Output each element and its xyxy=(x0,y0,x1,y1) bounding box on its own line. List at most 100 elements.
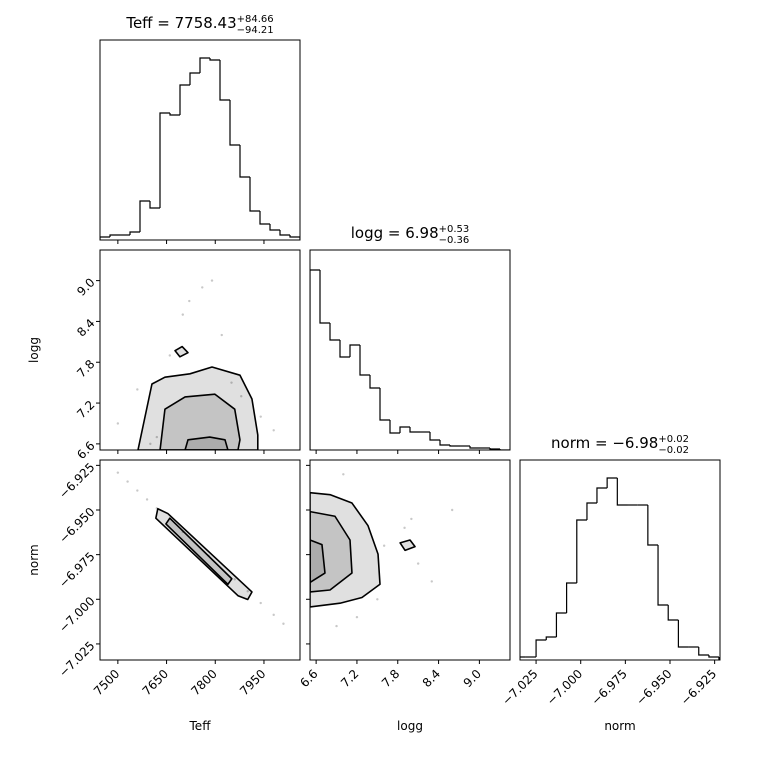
plot-area xyxy=(100,57,300,240)
histogram-step xyxy=(708,655,719,658)
sample-point xyxy=(145,498,149,501)
histogram-step xyxy=(219,60,230,101)
histogram-step xyxy=(149,201,160,209)
histogram-step xyxy=(159,112,170,208)
histogram-step xyxy=(545,636,557,640)
contour-line xyxy=(165,517,233,586)
axes-frame xyxy=(309,249,511,451)
x-tick-label: −6.975 xyxy=(589,667,630,708)
y-tick-label: −7.025 xyxy=(56,639,97,680)
sample-point xyxy=(416,562,420,565)
sample-point xyxy=(188,299,191,303)
x-tick-label: −7.000 xyxy=(544,667,585,708)
y-tick-label: 8.4 xyxy=(74,316,97,339)
histogram-step xyxy=(647,505,659,546)
contour-line xyxy=(310,539,326,584)
contour-line xyxy=(174,345,189,358)
axes-frame xyxy=(99,39,301,241)
axes-frame xyxy=(99,249,301,451)
sample-point xyxy=(335,624,338,628)
histogram-step xyxy=(399,426,410,433)
axes-frame xyxy=(99,459,301,661)
histogram-step xyxy=(576,519,587,583)
histogram-step xyxy=(329,323,340,341)
x-tick-label: −6.925 xyxy=(678,667,719,708)
histogram-step xyxy=(189,72,200,85)
histogram-step xyxy=(698,647,709,656)
histogram-step xyxy=(100,236,110,240)
histogram-step xyxy=(269,224,280,231)
histogram-step xyxy=(129,231,140,235)
histogram-step xyxy=(249,177,260,212)
contour-line xyxy=(310,510,353,593)
plot-area xyxy=(310,473,454,628)
plot-area xyxy=(520,477,720,660)
sample-point xyxy=(201,286,204,289)
sample-point xyxy=(272,429,275,432)
y-tick-label: 9.0 xyxy=(74,275,97,298)
panel-title: logg = 6.98+0.53 −0.36 xyxy=(351,224,470,246)
title-main: Teff = 7758.43 xyxy=(125,14,236,32)
sample-point xyxy=(126,480,129,483)
sample-point xyxy=(382,544,386,547)
x-tick-label: 7650 xyxy=(140,667,171,698)
contour-line xyxy=(159,393,241,450)
x-tick-label: −7.025 xyxy=(499,667,540,708)
x-tick-label: 7950 xyxy=(237,667,268,698)
sample-point xyxy=(450,508,454,512)
x-tick-label: 6.6 xyxy=(297,667,320,690)
x-axis-label: norm xyxy=(604,719,635,733)
sample-point xyxy=(240,395,243,398)
sample-point xyxy=(376,598,379,601)
title-sub: −0.36 xyxy=(439,235,470,246)
plot-area xyxy=(116,279,275,450)
title-sub: −94.21 xyxy=(237,25,274,36)
sample-point xyxy=(168,354,172,357)
sample-point xyxy=(136,388,139,391)
y-tick-label: 6.6 xyxy=(74,439,97,462)
histogram-step xyxy=(499,449,510,450)
sample-point xyxy=(246,590,249,593)
title-sup: +0.53 xyxy=(439,224,470,235)
contour-line xyxy=(137,366,259,450)
contour-line xyxy=(399,539,416,552)
histogram-step xyxy=(379,388,390,421)
sample-point xyxy=(116,471,120,474)
title-sup: +0.02 xyxy=(658,434,689,445)
histogram-step xyxy=(139,200,150,232)
title-sup: +84.66 xyxy=(237,14,274,25)
x-axis-label: Teff xyxy=(189,719,212,733)
sample-point xyxy=(181,313,184,316)
y-tick-label: −6.950 xyxy=(56,505,97,546)
title-sub: −0.02 xyxy=(658,445,689,456)
histogram-step xyxy=(199,57,210,73)
histogram-step xyxy=(606,477,618,488)
plot-area xyxy=(116,471,285,625)
y-tick-label: 7.8 xyxy=(74,357,97,380)
histogram-step xyxy=(616,478,628,506)
x-axis-label: logg xyxy=(397,719,423,733)
histogram-step xyxy=(449,445,460,447)
sample-point xyxy=(272,613,275,617)
histogram-step xyxy=(339,340,350,358)
histogram-step xyxy=(310,269,320,450)
histogram-step xyxy=(566,582,577,613)
panel-title: norm = −6.98+0.02 −0.02 xyxy=(551,434,689,456)
histogram-step xyxy=(439,440,450,446)
panel-title: Teff = 7758.43+84.66 −94.21 xyxy=(125,14,273,36)
contour-line xyxy=(155,507,253,601)
histogram-step xyxy=(369,375,380,389)
histogram-step xyxy=(586,502,597,520)
histogram-step xyxy=(535,639,547,657)
title-main: logg = 6.98 xyxy=(351,224,439,242)
histogram-step xyxy=(109,234,120,237)
title-main: norm = −6.98 xyxy=(551,434,658,452)
x-tick-label: 9.0 xyxy=(461,667,484,690)
sample-point xyxy=(430,580,433,583)
histogram-step xyxy=(279,230,290,236)
histogram-step xyxy=(259,211,270,225)
sample-point xyxy=(155,435,159,439)
histogram-step xyxy=(489,448,500,450)
y-tick-label: −6.975 xyxy=(56,549,97,590)
sample-point xyxy=(210,279,214,282)
